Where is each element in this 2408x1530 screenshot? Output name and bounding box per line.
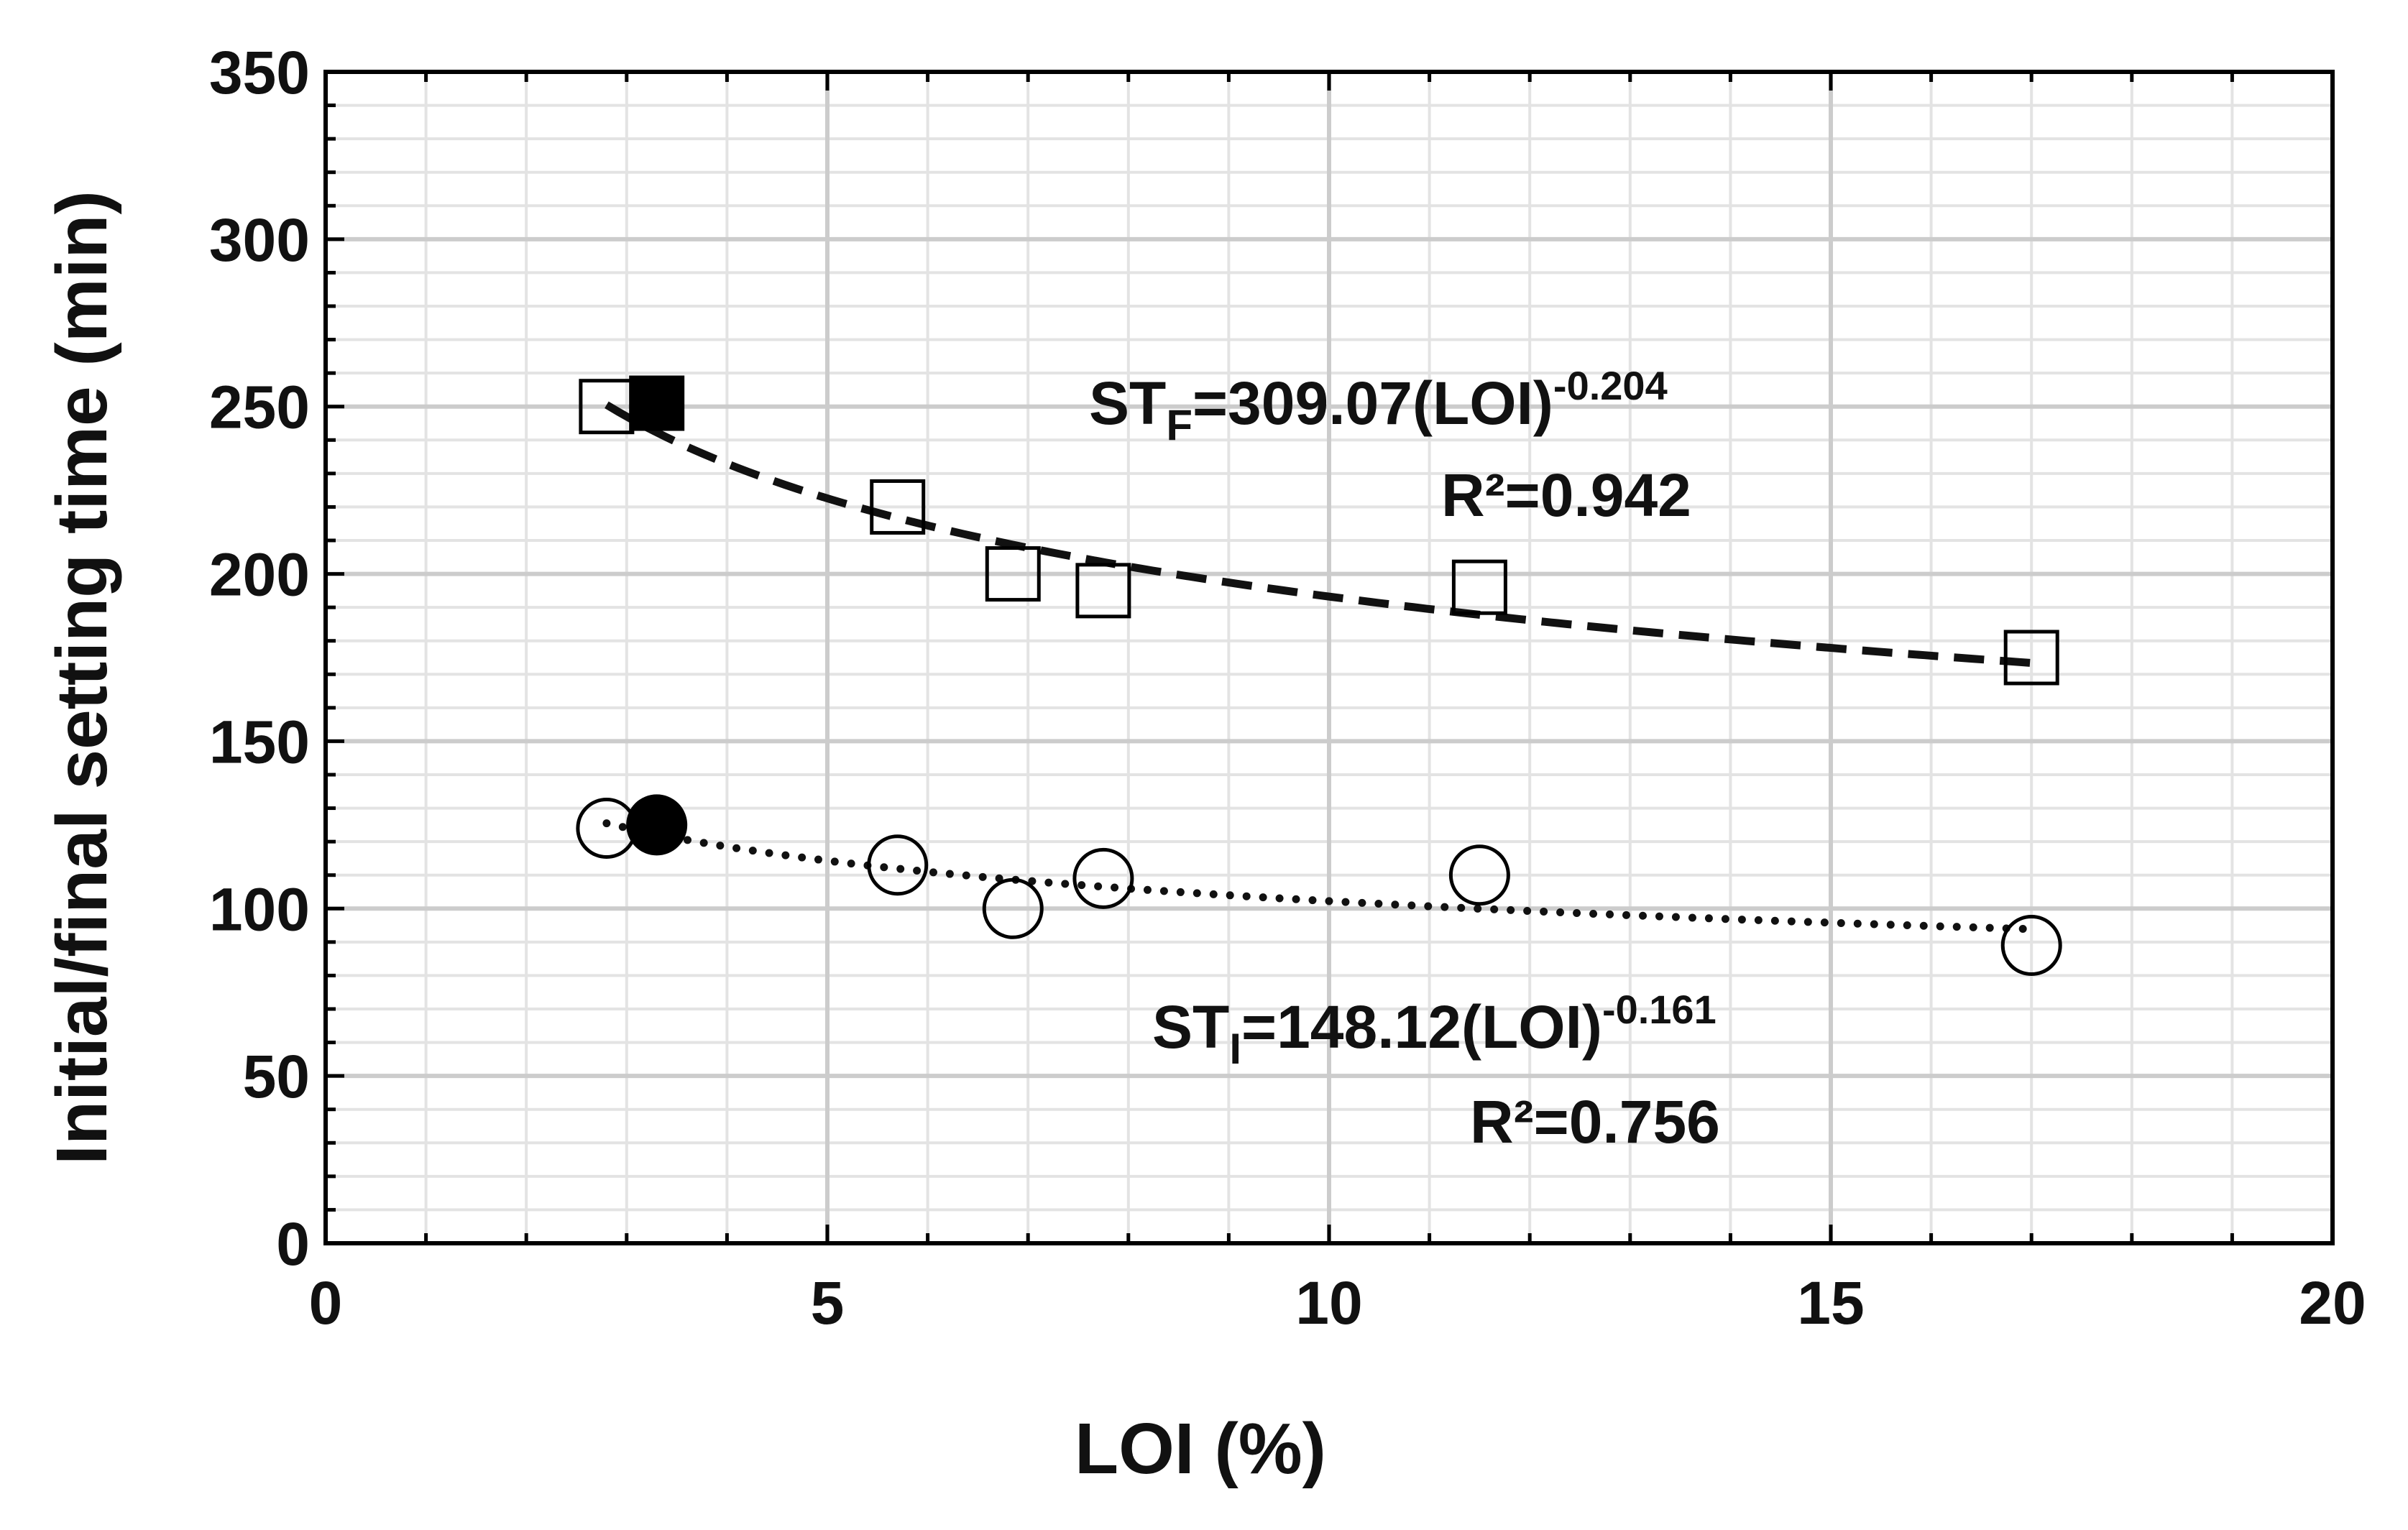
y-tick-label: 250	[209, 374, 310, 441]
final-setting-r2: R²=0.942	[1441, 461, 1691, 529]
final-setting-equation: STF=309.07(LOI)-0.204	[1089, 363, 1668, 449]
initial-setting-equation: STI=148.12(LOI)-0.161	[1152, 987, 1717, 1073]
initial-setting-marker	[1072, 847, 1134, 909]
y-tick-label: 150	[209, 708, 310, 775]
initial-setting-marker	[1448, 844, 1510, 906]
final-setting-fit-curve	[605, 401, 2032, 667]
final-setting-marker	[1075, 563, 1131, 619]
x-tick-label: 20	[2299, 1269, 2366, 1337]
data-markers	[576, 375, 2062, 977]
final-setting-marker	[2003, 630, 2059, 686]
initial-setting-reference-marker	[626, 794, 688, 856]
fit-curves	[602, 401, 2036, 934]
initial-setting-marker	[2000, 915, 2062, 977]
y-tick-label: 200	[209, 541, 310, 609]
initial-setting-marker	[982, 877, 1044, 939]
x-tick-label: 10	[1295, 1269, 1362, 1337]
initial-setting-fit-curve	[602, 819, 2036, 934]
y-tick-label: 350	[209, 39, 310, 106]
y-tick-label: 100	[209, 875, 310, 943]
x-tick-labels: 0 5 10 15 20	[309, 1269, 2366, 1337]
axes	[323, 70, 2335, 1245]
initial-setting-marker	[867, 834, 929, 896]
final-setting-marker	[1451, 559, 1507, 615]
initial-setting-r2: R²=0.756	[1470, 1088, 1720, 1156]
y-tick-label: 300	[209, 206, 310, 274]
major-grid	[326, 72, 2333, 1243]
y-axis-title: Initial/final setting time (min)	[42, 190, 122, 1165]
y-tick-label: 50	[243, 1043, 310, 1110]
final-setting-marker	[985, 546, 1041, 602]
final-setting-reference-marker	[629, 375, 685, 431]
x-tick-label: 15	[1797, 1269, 1864, 1337]
y-tick-label: 0	[276, 1210, 310, 1278]
x-axis-title: LOI (%)	[1075, 1409, 1326, 1489]
y-tick-labels: 0 50 100 150 200 250 300 350	[209, 39, 310, 1278]
final-setting-marker	[870, 479, 926, 535]
x-tick-label: 5	[811, 1269, 845, 1337]
x-tick-label: 0	[309, 1269, 343, 1337]
